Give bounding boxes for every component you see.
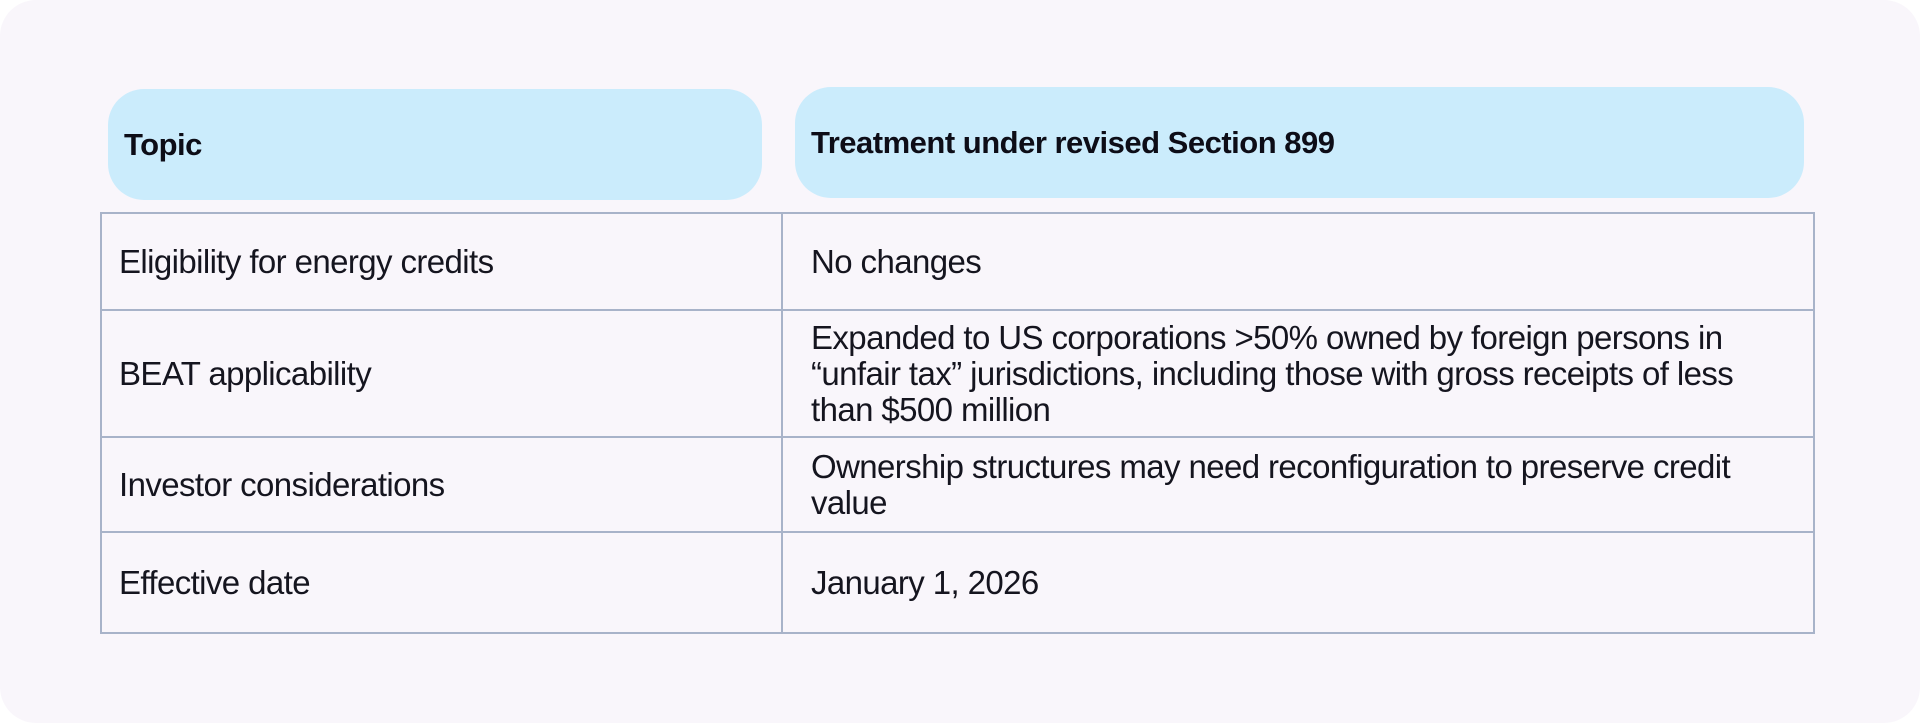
treatment-cell: January 1, 2026 — [811, 563, 1039, 601]
column-header-topic-label: Topic — [124, 126, 202, 162]
column-header-treatment: Treatment under revised Section 899 — [795, 87, 1804, 198]
topic-cell: Effective date — [102, 533, 783, 632]
topic-cell: Investor considerations — [102, 438, 783, 531]
topic-cell: BEAT applicability — [102, 311, 783, 436]
table-row: Investor considerations Ownership struct… — [102, 436, 1813, 531]
treatment-cell: No changes — [811, 242, 982, 280]
column-header-treatment-label: Treatment under revised Section 899 — [811, 124, 1335, 160]
treatment-cell: Expanded to US corporations >50% owned b… — [811, 318, 1734, 428]
treatment-cell: Ownership structures may need reconfigur… — [811, 447, 1731, 521]
topic-cell: Eligibility for energy credits — [102, 214, 783, 309]
table-row: BEAT applicability Expanded to US corpor… — [102, 309, 1813, 436]
table-row: Eligibility for energy credits No change… — [102, 214, 1813, 309]
table-row: Effective date January 1, 2026 — [102, 531, 1813, 632]
column-header-topic: Topic — [108, 89, 762, 200]
section-899-table: Eligibility for energy credits No change… — [100, 212, 1815, 634]
